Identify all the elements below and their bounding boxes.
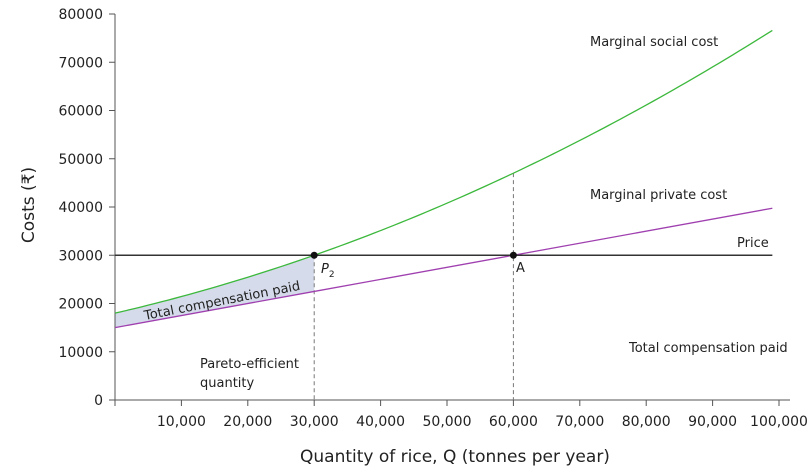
y-tick-label: 40000 [58,200,103,216]
point-p2 [310,251,318,259]
x-tick-label: 60,000 [489,414,538,430]
x-tick-label: 40,000 [356,414,405,430]
point-a-label: A [516,261,525,276]
pareto-label-line2: quantity [200,376,255,391]
y-tick-label: 80000 [58,7,103,23]
x-tick-label: 80,000 [622,414,671,430]
mpc-label: Marginal private cost [590,188,727,203]
x-tick-label: 100,000 [750,414,808,430]
y-tick-label: 20000 [58,297,103,313]
x-tick-label: 30,000 [290,414,339,430]
x-tick-label: 70,000 [555,414,604,430]
x-axis-label: Quantity of rice, Q (tonnes per year) [300,447,610,467]
y-tick-label: 50000 [58,152,103,168]
x-tick-label: 90,000 [688,414,737,430]
x-axis-label-text: Quantity of rice, Q (tonnes per year) [300,447,610,467]
x-tick-label: 10,000 [157,414,206,430]
total-compensation-label-right: Total compensation paid [628,341,788,356]
x-tick-label: 50,000 [423,414,472,430]
mpc-curve [114,207,773,329]
y-axis-label: Costs (₹) [19,167,39,243]
y-tick-label: 30000 [58,248,103,264]
price-label: Price [737,236,769,251]
y-tick-label: 0 [94,393,103,409]
msc-curve [114,29,773,314]
point-p2-label: P2 [321,262,335,280]
x-tick-label: 20,000 [223,414,272,430]
y-tick-label: 10000 [58,345,103,361]
msc-label: Marginal social cost [590,35,718,50]
total-compensation-area [115,255,315,328]
y-tick-label: 70000 [58,55,103,71]
point-a [509,251,517,259]
y-tick-label: 60000 [58,104,103,120]
pareto-label-line1: Pareto-efficient [200,357,299,372]
